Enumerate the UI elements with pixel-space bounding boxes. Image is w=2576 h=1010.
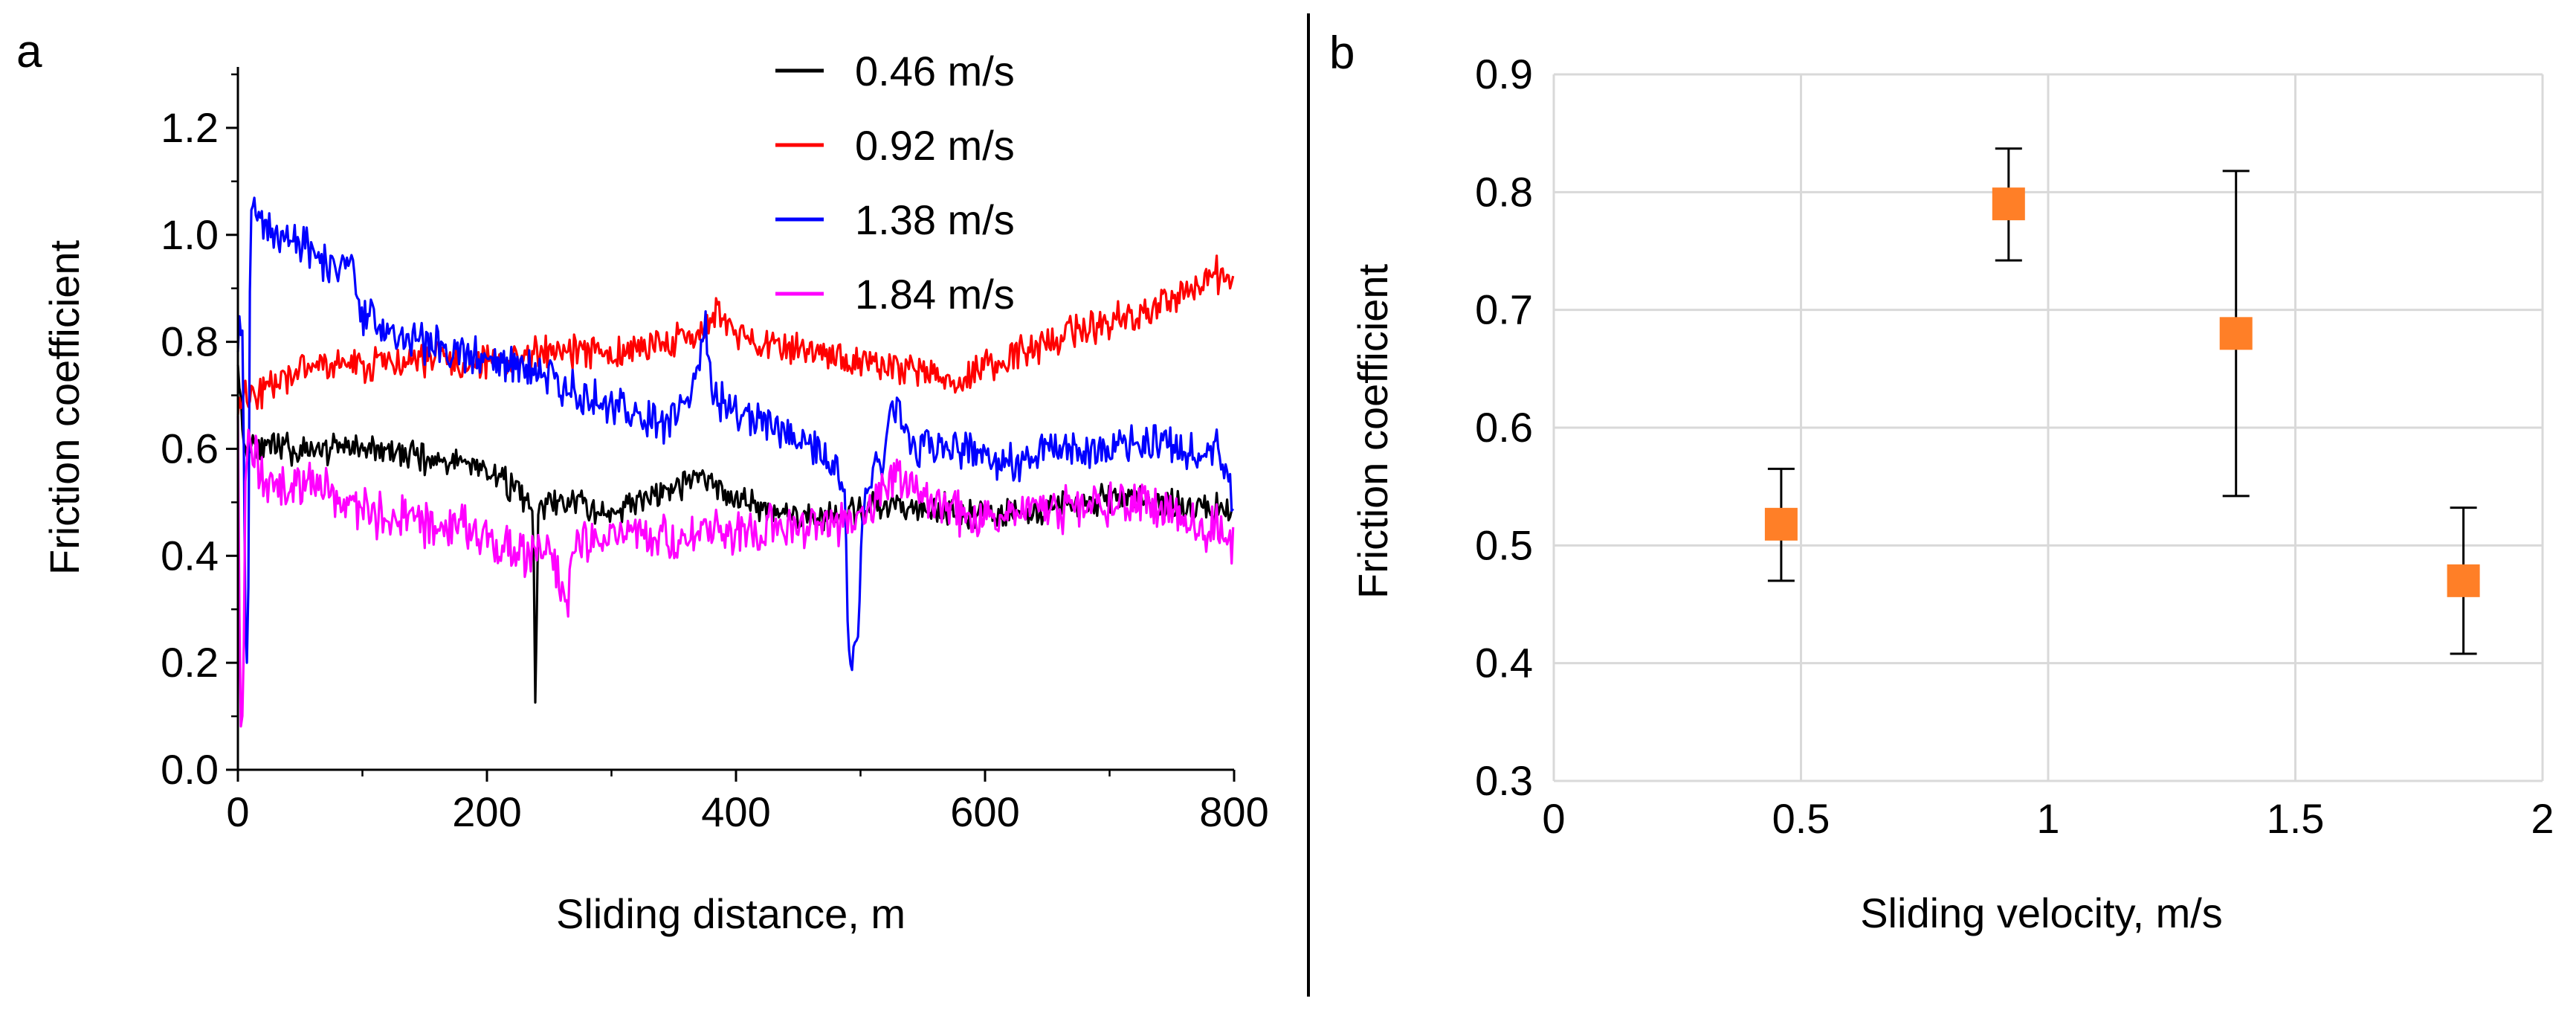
- panel-a-y-tick-label: 1.2: [161, 104, 219, 151]
- panel-a-y-tick-label: 0.6: [161, 425, 219, 472]
- panel-a-x-tick-label: 0: [226, 788, 249, 835]
- data-point-group: [1992, 147, 2025, 262]
- data-point-group: [2447, 506, 2480, 655]
- panel-a-legend: 0.46 m/s 0.92 m/s 1.38 m/s 1.84 m/s: [775, 48, 1015, 318]
- legend-label-1-84-m-s: 1.84 m/s: [855, 271, 1015, 318]
- panel-b-x-axis-title: Sliding velocity, m/s: [1860, 890, 2223, 936]
- panel-a-y-axis-title: Friction coefficient: [41, 239, 88, 575]
- panel-b-y-tick-label: 0.6: [1475, 404, 1533, 451]
- panel-a-line-chart: 0 200 400 600 800 0.0 0.2 0.4 0.6 0.8 1.0 1.2 Slidi…: [41, 48, 1269, 937]
- data-point-marker: [1992, 187, 2025, 221]
- series-line-0-92-m-s: [236, 254, 1235, 416]
- panel-b-x-tick-label: 1.5: [2267, 795, 2325, 842]
- series-line-1-84-m-s: [236, 416, 1235, 728]
- data-point-group: [2219, 170, 2253, 498]
- panel-label-b: b: [1329, 28, 1355, 79]
- panel-b-x-tick-label: 0: [1542, 795, 1565, 842]
- data-point-marker: [2447, 564, 2480, 597]
- panel-b-x-tick-label: 1: [2036, 795, 2059, 842]
- panel-a-x-axis-title: Sliding distance, m: [556, 890, 906, 937]
- panel-a-x-tick-label: 600: [950, 788, 1019, 835]
- panel-b-x-tick-label: 2: [2531, 795, 2554, 842]
- series-line-1-38-m-s: [236, 196, 1234, 672]
- panel-a-y-tick-label: 0.4: [161, 532, 219, 579]
- legend-label-0-92-m-s: 0.92 m/s: [855, 122, 1015, 169]
- panel-b-y-tick-label: 0.5: [1475, 521, 1533, 568]
- panel-a-y-tick-label: 0.2: [161, 639, 219, 686]
- legend-label-1-38-m-s: 1.38 m/s: [855, 196, 1015, 243]
- panel-b-y-tick-label: 0.9: [1475, 51, 1533, 97]
- legend-label-0-46-m-s: 0.46 m/s: [855, 48, 1015, 94]
- panel-label-a: a: [16, 26, 42, 77]
- panel-b-scatter-chart: 0 0.5 1 1.5 2 0.3 0.4 0.5 0.6 0.7 0.8 0.9 Sliding v…: [1349, 51, 2554, 936]
- data-point-marker: [2219, 317, 2253, 350]
- panel-a-y-tick-label: 0.8: [161, 318, 219, 365]
- panel-b-y-tick-label: 0.8: [1475, 168, 1533, 215]
- data-point-group: [1764, 467, 1798, 582]
- panel-a-x-tick-label: 400: [701, 788, 770, 835]
- series-line-0-46-m-s: [236, 364, 1234, 704]
- panel-b-y-tick-label: 0.4: [1475, 640, 1533, 686]
- panel-a-y-tick-label: 1.0: [161, 211, 219, 258]
- panel-a-x-tick-label: 200: [452, 788, 521, 835]
- panel-b-x-tick-label: 0.5: [1772, 795, 1830, 842]
- panel-a-y-tick-label: 0.0: [161, 746, 219, 793]
- panel-b-y-tick-label: 0.3: [1475, 757, 1533, 804]
- panel-b-y-axis-title: Friction coefficient: [1349, 263, 1396, 599]
- data-point-marker: [1764, 507, 1798, 541]
- panel-a-x-tick-label: 800: [1199, 788, 1268, 835]
- panel-b-y-tick-label: 0.7: [1475, 286, 1533, 333]
